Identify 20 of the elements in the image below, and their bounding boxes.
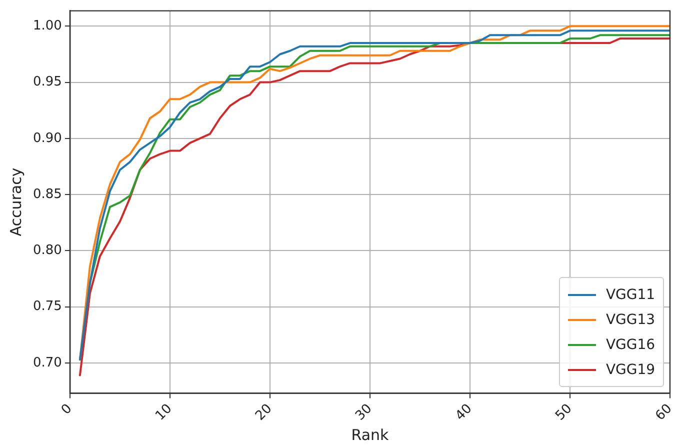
- x-tick-label: 60: [652, 401, 676, 424]
- x-axis-title: Rank: [351, 426, 390, 444]
- y-tick-label: 0.90: [32, 130, 62, 146]
- x-tick-label: 20: [252, 401, 276, 424]
- x-tick-label: 0: [58, 401, 76, 418]
- y-axis-title: Accuracy: [6, 168, 25, 236]
- x-tick-label: 50: [552, 401, 576, 424]
- x-tick-label: 10: [152, 401, 176, 424]
- legend-label: VGG13: [606, 312, 656, 328]
- y-tick-label: 0.95: [32, 74, 62, 90]
- y-tick-label: 0.80: [32, 243, 62, 258]
- legend-label: VGG11: [606, 286, 656, 303]
- x-tick-label: 40: [452, 401, 476, 424]
- legend-label: VGG16: [606, 336, 656, 353]
- legend-label: VGG19: [606, 362, 656, 378]
- y-tick-label: 0.75: [32, 299, 62, 314]
- y-tick-label: 0.85: [32, 186, 62, 202]
- x-tick-label: 30: [352, 401, 376, 424]
- y-tick-label: 0.70: [32, 355, 62, 370]
- y-tick-label: 1.00: [32, 18, 62, 34]
